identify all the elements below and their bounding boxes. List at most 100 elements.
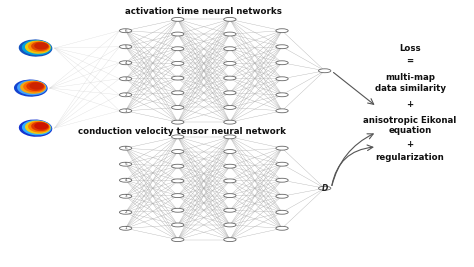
Ellipse shape: [276, 194, 288, 198]
Ellipse shape: [172, 47, 184, 51]
Text: activation time neural networks: activation time neural networks: [126, 7, 282, 16]
Ellipse shape: [119, 162, 132, 166]
Ellipse shape: [224, 120, 236, 124]
Ellipse shape: [276, 146, 288, 150]
Ellipse shape: [25, 121, 51, 134]
Ellipse shape: [23, 81, 45, 92]
Ellipse shape: [31, 122, 49, 131]
Text: 2: 2: [124, 210, 127, 214]
Ellipse shape: [172, 32, 184, 36]
Ellipse shape: [22, 120, 52, 135]
Ellipse shape: [276, 162, 288, 166]
Ellipse shape: [172, 135, 184, 139]
Text: +: +: [406, 140, 414, 149]
Ellipse shape: [31, 42, 49, 51]
Ellipse shape: [276, 29, 288, 33]
Text: +: +: [406, 100, 414, 109]
Ellipse shape: [224, 194, 236, 198]
Ellipse shape: [119, 77, 132, 81]
Ellipse shape: [28, 41, 50, 52]
Text: conduction velocity tensor neural network: conduction velocity tensor neural networ…: [79, 127, 286, 136]
Ellipse shape: [224, 47, 236, 51]
Text: 4: 4: [124, 61, 127, 65]
Ellipse shape: [276, 93, 288, 97]
Ellipse shape: [119, 178, 132, 182]
Ellipse shape: [319, 69, 331, 73]
Ellipse shape: [224, 238, 236, 242]
Text: regularization: regularization: [375, 153, 445, 162]
Ellipse shape: [224, 135, 236, 139]
Ellipse shape: [19, 40, 52, 57]
Text: 5: 5: [124, 45, 127, 49]
Text: 2: 2: [124, 93, 127, 97]
Ellipse shape: [172, 208, 184, 212]
Ellipse shape: [276, 61, 288, 65]
Ellipse shape: [119, 29, 132, 33]
Ellipse shape: [172, 179, 184, 183]
Ellipse shape: [119, 61, 132, 65]
Ellipse shape: [276, 45, 288, 49]
Ellipse shape: [119, 45, 132, 49]
Ellipse shape: [17, 80, 47, 95]
Ellipse shape: [276, 226, 288, 230]
Ellipse shape: [276, 210, 288, 214]
Ellipse shape: [119, 226, 132, 230]
Text: 1: 1: [124, 226, 127, 230]
Ellipse shape: [28, 121, 50, 132]
Ellipse shape: [276, 109, 288, 113]
Ellipse shape: [224, 61, 236, 65]
Ellipse shape: [119, 194, 132, 198]
Ellipse shape: [172, 150, 184, 154]
Text: data similarity: data similarity: [374, 84, 446, 93]
Ellipse shape: [224, 179, 236, 183]
Ellipse shape: [119, 109, 132, 113]
Ellipse shape: [119, 93, 132, 97]
Text: 4: 4: [124, 178, 127, 182]
Ellipse shape: [172, 238, 184, 242]
Ellipse shape: [224, 208, 236, 212]
Text: 5: 5: [124, 162, 127, 166]
Text: anisotropic Eikonal: anisotropic Eikonal: [364, 116, 456, 125]
Ellipse shape: [119, 210, 132, 214]
Ellipse shape: [224, 223, 236, 227]
Text: multi-map: multi-map: [385, 73, 435, 82]
Ellipse shape: [172, 120, 184, 124]
Ellipse shape: [172, 17, 184, 21]
Text: =: =: [406, 57, 414, 66]
Ellipse shape: [224, 150, 236, 154]
Text: D: D: [321, 184, 328, 193]
Ellipse shape: [22, 40, 52, 55]
Ellipse shape: [19, 120, 52, 137]
Text: 6: 6: [124, 146, 127, 150]
Ellipse shape: [224, 17, 236, 21]
Text: equation: equation: [388, 126, 432, 135]
Ellipse shape: [172, 105, 184, 109]
Text: 3: 3: [124, 194, 127, 198]
Ellipse shape: [14, 80, 48, 97]
Ellipse shape: [172, 194, 184, 198]
Ellipse shape: [224, 32, 236, 36]
Ellipse shape: [34, 42, 48, 50]
Ellipse shape: [319, 186, 331, 190]
Ellipse shape: [276, 77, 288, 81]
Ellipse shape: [29, 82, 44, 90]
Ellipse shape: [224, 164, 236, 168]
Ellipse shape: [27, 82, 45, 91]
Ellipse shape: [224, 91, 236, 95]
Ellipse shape: [224, 105, 236, 109]
Ellipse shape: [276, 178, 288, 182]
Ellipse shape: [25, 41, 51, 54]
Ellipse shape: [172, 91, 184, 95]
Text: 1: 1: [124, 109, 127, 113]
Ellipse shape: [172, 76, 184, 80]
Text: 6: 6: [124, 29, 127, 33]
Ellipse shape: [172, 223, 184, 227]
Ellipse shape: [34, 122, 48, 130]
Ellipse shape: [172, 61, 184, 65]
Ellipse shape: [224, 76, 236, 80]
Ellipse shape: [119, 146, 132, 150]
Text: Loss: Loss: [399, 44, 421, 53]
Text: 3: 3: [124, 77, 127, 81]
Ellipse shape: [20, 81, 46, 94]
Ellipse shape: [172, 164, 184, 168]
